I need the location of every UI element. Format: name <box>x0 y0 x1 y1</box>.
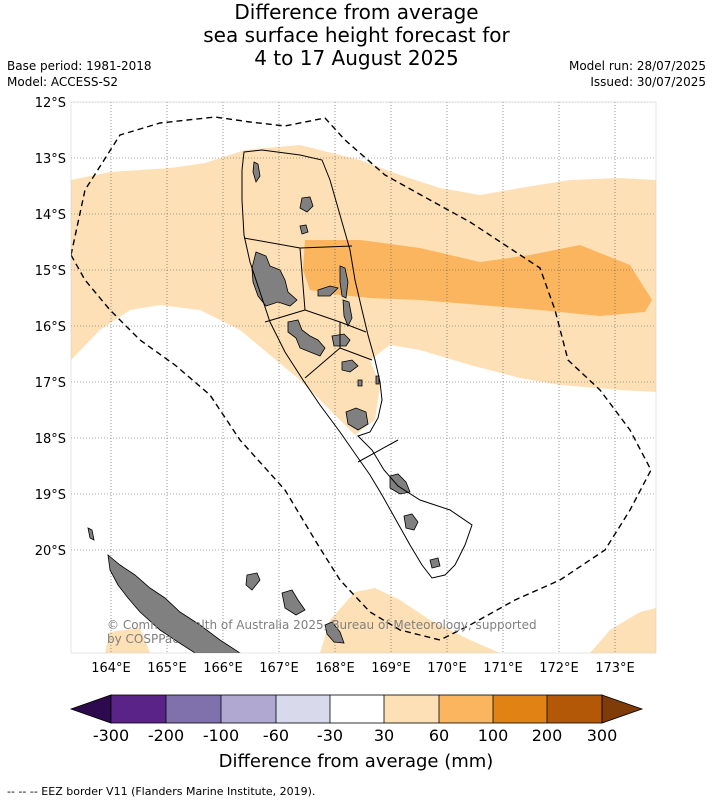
base-period: Base period: 1981-2018 <box>7 59 152 73</box>
anomaly-region-bottom-1 <box>320 588 500 653</box>
colorbar-tick-label: -60 <box>263 726 289 745</box>
province-outline <box>241 149 473 579</box>
colorbar-tick-label: 300 <box>587 726 618 745</box>
maewo-island <box>339 265 349 299</box>
anomaly-region-bottom-3 <box>105 628 150 653</box>
islet-small-2 <box>357 379 363 387</box>
anomaly-region-bottom-2 <box>590 608 656 653</box>
colorbar-segment <box>547 695 602 723</box>
lon-label: 172°E <box>539 661 579 676</box>
eez-footnote: -- -- -- EEZ border V11 (Flanders Marine… <box>7 785 316 798</box>
colorbar-segment <box>221 695 276 723</box>
loyalty-island-3 <box>324 621 345 644</box>
lat-label: 13°S <box>35 152 66 167</box>
lat-label: 17°S <box>35 376 66 391</box>
meta-right: Model run: 28/07/2025 Issued: 30/07/2025 <box>569 58 706 90</box>
pentecost-island <box>342 299 353 327</box>
lat-label: 18°S <box>35 432 66 447</box>
anomaly-region-60-100 <box>303 240 652 316</box>
lon-label: 171°E <box>483 661 523 676</box>
colorbar-segment <box>111 695 166 723</box>
colorbar-segment <box>439 695 493 723</box>
colorbar-segment <box>166 695 221 723</box>
ambae-island <box>317 285 339 297</box>
colorbar-tick-label: -300 <box>93 726 129 745</box>
lon-label: 164°E <box>91 661 131 676</box>
vanuatu-island-3 <box>299 224 309 235</box>
ambrym-island <box>331 333 351 347</box>
title-line-3: 4 to 17 August 2025 <box>254 46 459 70</box>
vanuatu-island-2 <box>299 196 314 213</box>
lon-axis: 164°E 165°E 166°E 167°E 168°E 169°E 170°… <box>91 661 635 676</box>
model-run: Model run: 28/07/2025 <box>568 59 706 73</box>
colorbar-min-arrow <box>69 694 112 724</box>
erromango-island <box>389 473 411 495</box>
loyalty-island-1 <box>281 589 306 616</box>
credit-line-2: by COSPPac <box>107 632 179 646</box>
province-boundaries <box>243 237 399 463</box>
eez-border <box>71 116 652 641</box>
colorbar-segment <box>384 695 439 723</box>
lat-label: 12°S <box>35 96 66 111</box>
meta-left: Base period: 1981-2018 Model: ACCESS-S2 <box>7 58 152 90</box>
efate-island <box>345 407 369 431</box>
islet-small-3 <box>375 375 380 385</box>
colorbar-segment <box>493 695 547 723</box>
colorbar-max-arrow <box>601 694 644 724</box>
lat-label: 20°S <box>35 544 66 559</box>
colorbar-tick-label: 100 <box>478 726 509 745</box>
colorbar-tick-label: -100 <box>203 726 239 745</box>
espiritu-santo-island <box>251 251 298 307</box>
colorbar-tick-label: -200 <box>148 726 184 745</box>
aneityum-island <box>429 557 441 569</box>
lon-label: 170°E <box>427 661 467 676</box>
lon-label: 173°E <box>595 661 635 676</box>
lon-label: 166°E <box>203 661 243 676</box>
new-caledonia-island <box>107 554 241 653</box>
colorbar-segment <box>330 695 384 723</box>
model-name: Model: ACCESS-S2 <box>7 75 119 89</box>
colorbar-tick-label: 200 <box>532 726 563 745</box>
colorbar-segment <box>276 695 330 723</box>
colorbar-tick-label: 60 <box>429 726 449 745</box>
issued-date: Issued: 30/07/2025 <box>590 75 706 89</box>
colorbar-tick-label: -30 <box>317 726 343 745</box>
vanuatu-island-1 <box>252 161 261 183</box>
colorbar-tick-label: 30 <box>374 726 394 745</box>
tanna-island <box>403 513 419 531</box>
lat-axis: 12°S 13°S 14°S 15°S 16°S 17°S 18°S 19°S … <box>35 96 66 559</box>
lon-label: 165°E <box>147 661 187 676</box>
loyalty-island-2 <box>245 572 261 591</box>
lon-label: 168°E <box>315 661 355 676</box>
gridlines <box>71 102 656 653</box>
colorbar-frame <box>110 694 603 724</box>
islet-small-1 <box>87 527 95 541</box>
map-frame <box>70 101 657 654</box>
lon-label: 169°E <box>371 661 411 676</box>
map-layers <box>71 102 656 653</box>
colorbar-title: Difference from average (mm) <box>219 751 494 772</box>
lon-label: 167°E <box>259 661 299 676</box>
chart-title: Difference from average sea surface heig… <box>0 1 713 70</box>
malekula-island <box>287 319 326 357</box>
lat-label: 15°S <box>35 264 66 279</box>
lat-label: 19°S <box>35 488 66 503</box>
colorbar: -300 -200 -100 -60 -30 30 60 100 200 300… <box>69 694 644 772</box>
epi-island <box>341 359 359 373</box>
title-line-1: Difference from average <box>234 0 479 24</box>
title-line-2: sea surface height forecast for <box>203 23 510 47</box>
lat-label: 16°S <box>35 320 66 335</box>
lat-label: 14°S <box>35 208 66 223</box>
credit-line-1: © Commonwealth of Australia 2025, Bureau… <box>107 618 537 632</box>
